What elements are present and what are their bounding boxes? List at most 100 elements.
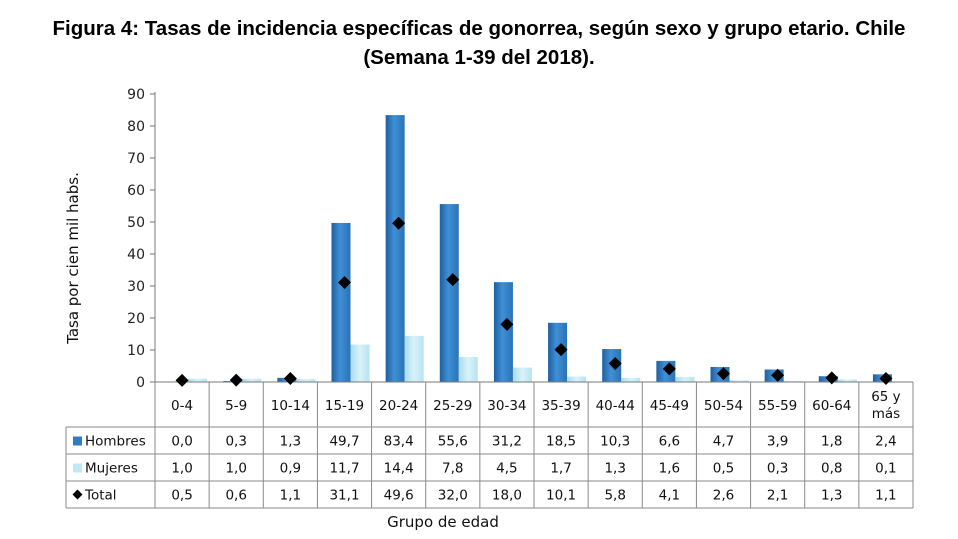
legend-key-hombres	[73, 436, 82, 446]
x-tick-label: 25-29	[433, 398, 472, 414]
table-cell-value: 31,1	[329, 488, 359, 504]
table-cell-value: 31,2	[492, 434, 522, 450]
table-cell-value: 0,6	[225, 488, 246, 504]
table-cell-value: 0,8	[821, 461, 842, 477]
bar-mujeres	[350, 344, 370, 382]
table-cell-value: 10,3	[600, 434, 630, 450]
bar-hombres	[331, 222, 351, 382]
y-tick-label: 0	[136, 375, 145, 391]
marker-total	[662, 362, 676, 376]
table-cell-value: 0,5	[171, 488, 192, 504]
x-tick-label: 5-9	[225, 398, 247, 414]
table-cell-value: 49,7	[329, 434, 359, 450]
bar-mujeres	[729, 380, 749, 382]
table-cell-value: 0,0	[171, 434, 192, 450]
table-cell-value: 6,6	[659, 434, 680, 450]
x-tick-label: 35-39	[541, 398, 580, 414]
bar-mujeres	[404, 335, 424, 382]
y-tick-label: 10	[127, 343, 145, 359]
chart-title-line-1: Figura 4: Tasas de incidencia específica…	[52, 17, 906, 40]
marker-total	[717, 367, 730, 381]
total-markers	[175, 216, 893, 387]
bars	[155, 115, 913, 383]
x-tick-label: 20-24	[379, 398, 418, 414]
table-cell-value: 4,7	[713, 434, 734, 450]
table-cell-value: 11,7	[329, 461, 359, 477]
y-tick-label: 60	[127, 183, 145, 199]
table-cell-value: 2,1	[767, 488, 788, 504]
table-cell-value: 4,1	[659, 488, 680, 504]
table-cell-value: 5,8	[604, 488, 625, 504]
x-tick-label: 45-49	[650, 398, 689, 414]
bar-mujeres	[188, 378, 208, 382]
table-cell-value: 10,1	[546, 488, 576, 504]
table-cell-value: 1,0	[171, 461, 192, 477]
marker-total	[554, 343, 568, 357]
x-tick-label: 65 y	[871, 389, 900, 405]
marker-total	[338, 275, 351, 289]
table-cell-value: 0,9	[280, 461, 301, 477]
table-cell-value: 49,6	[384, 488, 414, 504]
x-axis-label: Grupo de edad	[387, 513, 499, 531]
data-table: 0-4 5-9 10-14 15-19 20-24 25-29 30-34 35-39 40-4…	[65, 382, 914, 509]
y-tick-label: 40	[127, 247, 145, 263]
y-tick-label: 80	[127, 119, 145, 135]
x-tick-label: 40-44	[596, 398, 635, 414]
legend-key-total	[72, 489, 83, 500]
marker-total	[175, 373, 189, 387]
table-cell-value: 18,0	[492, 488, 522, 504]
marker-total	[771, 368, 785, 382]
y-axis-label: Tasa por cien mil habs.	[64, 172, 82, 345]
bar-mujeres	[567, 376, 587, 382]
table-cell-value: 32,0	[438, 488, 468, 504]
table-cell-value: 1,0	[225, 461, 246, 477]
x-tick-label: 50-54	[704, 398, 743, 414]
table-cell-value: 0,3	[767, 461, 788, 477]
table-cell-value: 0,5	[713, 461, 734, 477]
y-tick-label: 20	[127, 311, 145, 327]
table-cell-value: 2,4	[875, 434, 896, 450]
marker-total	[446, 273, 460, 287]
x-tick-label: 10-14	[271, 398, 310, 414]
table-cell-value: 83,4	[384, 434, 414, 450]
marker-total	[879, 371, 893, 385]
table-cell-value: 1,7	[550, 461, 571, 477]
table-cell-value: 2,6	[713, 488, 734, 504]
bar-hombres	[439, 204, 459, 382]
y-tick-label: 70	[127, 151, 145, 167]
y-axis: 0 10 20 30 40 50 60 70 80 90	[127, 87, 156, 391]
bar-mujeres	[296, 379, 316, 382]
table-cell-value: 3,9	[767, 434, 788, 450]
bar-hombres	[493, 282, 513, 382]
table-cell-value: 0,3	[225, 434, 246, 450]
bar-mujeres	[512, 367, 532, 382]
x-tick-label: 15-19	[325, 398, 364, 414]
marker-total	[500, 317, 514, 331]
y-tick-label: 30	[127, 279, 145, 295]
table-cell-value: 1,1	[875, 488, 896, 504]
table-cell-value: 1,1	[280, 488, 301, 504]
legend-label: Hombres	[85, 434, 146, 450]
table-cell-value: 1,3	[604, 461, 625, 477]
bar-hombres	[385, 115, 405, 383]
bar-mujeres	[837, 379, 857, 382]
table-cell-value: 55,6	[438, 434, 468, 450]
legend-label: Mujeres	[85, 461, 138, 477]
x-tick-label: 30-34	[487, 398, 526, 414]
y-tick-label: 50	[127, 215, 145, 231]
table-cell-value: 1,6	[659, 461, 680, 477]
chart-title: Figura 4: Tasas de incidencia específica…	[0, 14, 958, 72]
marker-total	[229, 373, 243, 387]
bar-mujeres	[458, 357, 478, 382]
legend-label: Total	[84, 488, 117, 504]
x-tick-label: 60-64	[812, 398, 851, 414]
table-cell-value: 0,1	[875, 461, 896, 477]
table-cell-value: 1,8	[821, 434, 842, 450]
x-tick-label: más	[872, 406, 900, 422]
legend-key-mujeres	[73, 463, 82, 473]
marker-total	[392, 216, 406, 230]
table-cell-value: 18,5	[546, 434, 576, 450]
y-tick-label: 90	[127, 87, 145, 103]
chart-title-line-2: (Semana 1-39 del 2018).	[363, 46, 595, 69]
